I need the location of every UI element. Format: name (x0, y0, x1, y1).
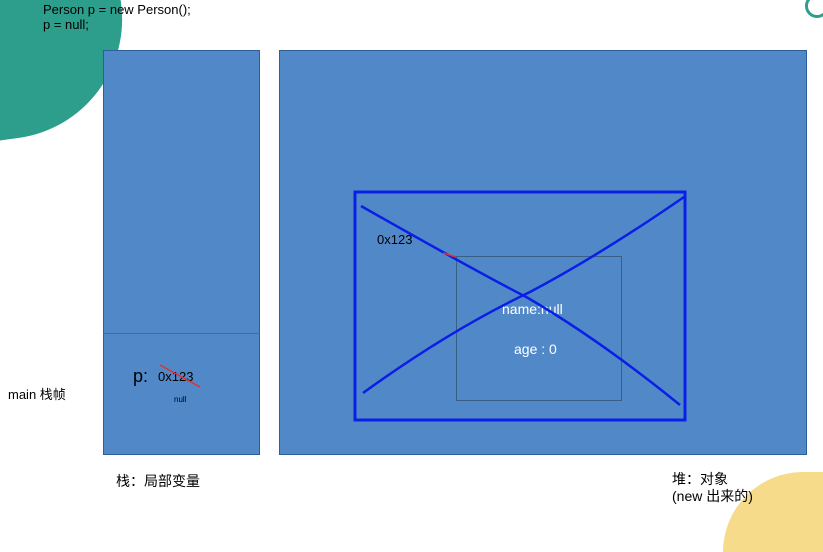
code-snippet: Person p = new Person(); p = null; (43, 2, 191, 32)
variable-old-value: 0x123 (158, 369, 194, 384)
heap-panel (279, 50, 807, 455)
gc-cross-stroke-1 (360, 204, 681, 406)
heap-caption-line-1: 堆：对象 (672, 471, 728, 487)
decor-ring (805, 0, 823, 18)
stack-panel (103, 50, 260, 455)
variable-new-value: null (174, 395, 187, 404)
heap-object (456, 256, 622, 401)
code-line-1: Person p = new Person(); (43, 2, 191, 17)
reference-arrow-stub (442, 252, 457, 258)
stack-frame-divider (103, 333, 260, 334)
gc-outline-box (353, 190, 687, 422)
main-frame-label: main 栈帧 (8, 387, 66, 402)
field-name: name:null (502, 301, 563, 317)
gc-cross-stroke-2 (362, 195, 685, 395)
field-age: age : 0 (514, 341, 557, 357)
annotation-overlay (159, 190, 687, 422)
heap-caption-line-2: (new 出来的) (672, 488, 753, 504)
strike-through-mark (159, 364, 201, 388)
variable-name: p: (133, 366, 149, 386)
code-line-2: p = null; (43, 17, 89, 32)
heap-object-address: 0x123 (377, 232, 413, 247)
stack-caption: 栈：局部变量 (116, 473, 200, 489)
heap-caption: 堆：对象 (new 出来的) (672, 471, 753, 505)
